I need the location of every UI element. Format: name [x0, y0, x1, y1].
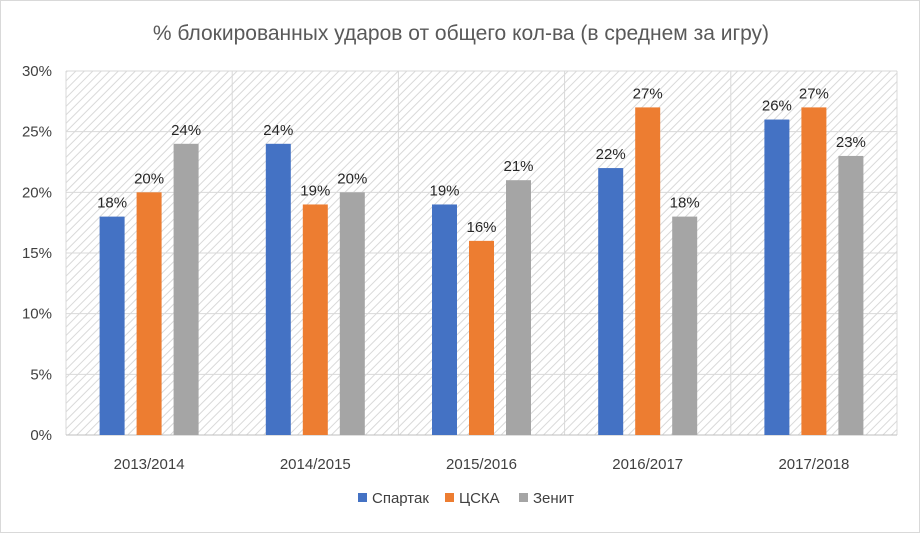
y-tick-label: 5% [30, 366, 52, 383]
legend-swatch [519, 493, 528, 502]
data-label: 26% [762, 98, 792, 115]
bar [672, 216, 698, 435]
x-tick-label: 2015/2016 [446, 456, 517, 473]
y-axis: 0% 5% 10% 15% 20% 25% 30% [22, 63, 52, 444]
x-tick-label: 2016/2017 [612, 456, 683, 473]
legend-swatch [445, 493, 454, 502]
bar [339, 192, 365, 435]
data-label: 20% [337, 170, 367, 187]
bar [764, 119, 790, 436]
x-tick-label: 2017/2018 [778, 456, 849, 473]
bar [506, 180, 531, 435]
legend-label: ЦСКА [459, 490, 500, 507]
x-axis: 2013/2014 2014/2015 2015/2016 2016/2017 2017… [114, 456, 850, 473]
data-labels: 18% 24% 19% 22% 26% 20% 19% 16% 27% 27% 24% 20% 21% 1… [97, 85, 866, 235]
bar [173, 143, 199, 436]
data-label: 18% [670, 195, 700, 212]
x-tick-label: 2014/2015 [280, 456, 351, 473]
data-label: 18% [97, 195, 127, 212]
x-tick-label: 2013/2014 [114, 456, 185, 473]
legend-label: Спартак [372, 490, 429, 507]
data-label: 24% [263, 122, 293, 139]
y-tick-label: 20% [22, 184, 52, 201]
bars [99, 107, 864, 436]
legend-swatch [358, 493, 367, 502]
data-label: 22% [596, 146, 626, 163]
bar [302, 204, 328, 435]
y-tick-label: 15% [22, 245, 52, 262]
bar [265, 143, 291, 436]
data-label: 24% [171, 122, 201, 139]
bar [635, 107, 661, 436]
bar [801, 107, 827, 436]
y-tick-label: 10% [22, 306, 52, 323]
bar [838, 155, 864, 435]
data-label: 19% [429, 182, 459, 199]
data-label: 16% [466, 219, 496, 236]
data-label: 20% [134, 170, 164, 187]
data-label: 23% [836, 134, 866, 151]
y-tick-label: 0% [30, 427, 52, 444]
bar [432, 204, 457, 435]
bar [136, 192, 162, 435]
y-tick-label: 30% [22, 63, 52, 80]
data-label: 21% [503, 158, 533, 175]
data-label: 19% [300, 182, 330, 199]
y-tick-label: 25% [22, 124, 52, 141]
bar [469, 240, 494, 435]
data-label: 27% [633, 85, 663, 102]
legend: Спартак ЦСКА Зенит [358, 490, 574, 507]
bar [99, 216, 125, 435]
bar [598, 168, 624, 436]
legend-label: Зенит [533, 490, 574, 507]
data-label: 27% [799, 85, 829, 102]
chart-title: % блокированных ударов от общего кол-ва … [153, 22, 769, 45]
